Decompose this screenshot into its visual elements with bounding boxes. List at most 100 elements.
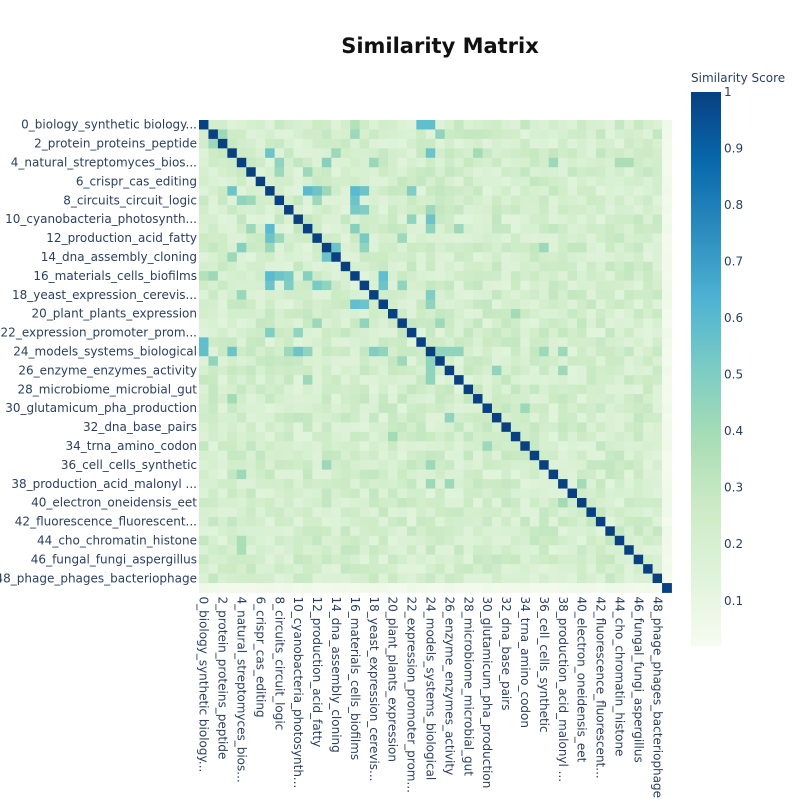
heatmap-cell [520, 186, 531, 196]
heatmap-cell [652, 394, 663, 404]
heatmap-cell [293, 507, 304, 518]
heatmap-cell [397, 431, 408, 442]
heatmap-cell [482, 186, 493, 196]
heatmap-cell [359, 327, 370, 338]
heatmap-cell [425, 327, 436, 338]
heatmap-cell [321, 214, 332, 225]
heatmap-cell [463, 375, 474, 385]
heatmap-cell [227, 157, 238, 168]
heatmap-cell [406, 280, 417, 291]
heatmap-cell [444, 394, 455, 404]
heatmap-cell [397, 309, 408, 319]
heatmap-cell [614, 242, 625, 253]
heatmap-cell [236, 271, 247, 282]
heatmap-cell [199, 327, 209, 338]
heatmap-cell [539, 394, 550, 404]
heatmap-cell [416, 507, 427, 518]
heatmap-cell [539, 460, 550, 471]
heatmap-cell [624, 412, 635, 423]
heatmap-cell [501, 564, 512, 574]
heatmap-cell [227, 299, 238, 310]
heatmap-cell [567, 450, 578, 461]
heatmap-cell [652, 186, 663, 196]
heatmap-cell [350, 327, 361, 338]
heatmap-cell [491, 233, 502, 244]
heatmap-cell [425, 384, 436, 395]
heatmap-cell [265, 337, 275, 348]
heatmap-cell [227, 431, 238, 442]
heatmap-cell [463, 233, 474, 244]
heatmap-cell [454, 138, 464, 149]
heatmap-cell [246, 403, 257, 414]
heatmap-cell [217, 327, 228, 338]
heatmap-cell [397, 214, 408, 225]
heatmap-cell [473, 261, 483, 272]
heatmap-cell [586, 479, 597, 489]
heatmap-cell [359, 469, 370, 480]
heatmap-cell [633, 167, 644, 178]
heatmap-cell [539, 573, 550, 584]
heatmap-cell [274, 554, 285, 565]
heatmap-cell [217, 535, 228, 546]
heatmap-cell [586, 129, 597, 140]
heatmap-cell [624, 554, 635, 565]
heatmap-cell [369, 299, 379, 310]
heatmap-cell [444, 545, 455, 556]
heatmap-cell [388, 441, 398, 452]
x-tick-label: 48_phage_phages_bacteriophage [650, 597, 664, 799]
heatmap-cell [208, 384, 219, 395]
heatmap-cell [595, 233, 606, 244]
heatmap-cell [302, 120, 313, 130]
heatmap-cell [208, 138, 219, 149]
heatmap-cell [595, 252, 606, 263]
heatmap-cell [340, 290, 351, 300]
heatmap-cell [246, 479, 257, 489]
y-tick-label: 6_crispr_cas_editing [76, 174, 197, 188]
heatmap-cell [473, 309, 483, 319]
heatmap-cell [520, 545, 531, 556]
heatmap-cell [454, 176, 464, 187]
heatmap-cell [378, 450, 389, 461]
heatmap-cell [236, 479, 247, 489]
heatmap-cell [435, 242, 446, 253]
heatmap-cell [643, 337, 653, 348]
heatmap-cell [217, 384, 228, 395]
heatmap-cell [548, 186, 559, 196]
heatmap-cell [208, 498, 219, 508]
heatmap-cell [633, 318, 644, 329]
heatmap-cell [388, 290, 398, 300]
heatmap-cell [359, 346, 370, 357]
heatmap-cell [558, 356, 568, 367]
heatmap-cell [378, 205, 389, 215]
heatmap-cell [548, 507, 559, 518]
heatmap-cell [246, 290, 257, 300]
heatmap-cell [633, 384, 644, 395]
heatmap-cell [406, 535, 417, 546]
heatmap-cell [624, 318, 635, 329]
heatmap-cell [577, 223, 587, 234]
heatmap-cell [567, 507, 578, 518]
heatmap-cell [359, 309, 370, 319]
heatmap-cell [586, 346, 597, 357]
heatmap-cell [255, 309, 266, 319]
heatmap-cell [482, 450, 493, 461]
heatmap-cell [208, 412, 219, 423]
heatmap-cell [378, 535, 389, 546]
heatmap-cell [302, 375, 313, 385]
heatmap-cell [520, 422, 531, 433]
heatmap-cell [454, 356, 464, 367]
heatmap-cell [321, 299, 332, 310]
heatmap-cell [633, 516, 644, 527]
heatmap-cell [406, 488, 417, 499]
heatmap-cell [520, 573, 531, 584]
heatmap-cell [482, 573, 493, 584]
heatmap-cell [624, 214, 635, 225]
heatmap-cell [369, 583, 379, 593]
heatmap-cell [425, 526, 436, 537]
heatmap-cell [397, 167, 408, 178]
heatmap-cell [491, 205, 502, 215]
heatmap-cell [586, 583, 597, 593]
heatmap-cell [595, 422, 606, 433]
heatmap-cell [482, 498, 493, 508]
heatmap-cell [199, 129, 209, 140]
